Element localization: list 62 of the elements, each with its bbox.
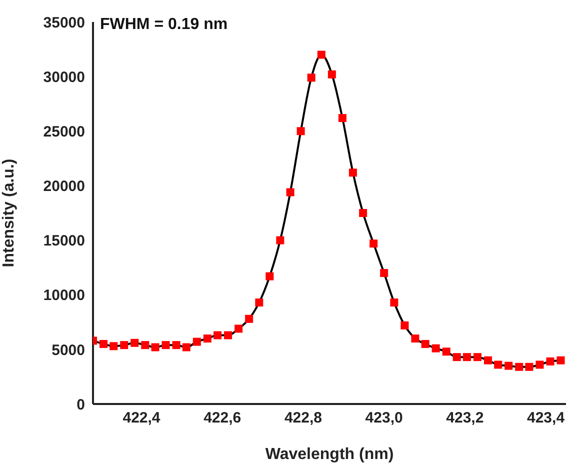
point xyxy=(317,50,326,59)
point xyxy=(328,70,336,78)
x-tick-label: 422,6 xyxy=(204,410,242,427)
point xyxy=(110,342,118,350)
x-axis-title: Wavelength (nm) xyxy=(265,446,394,463)
x-tick-label: 423,4 xyxy=(527,410,566,427)
y-axis-title: Intensity (a.u.) xyxy=(0,158,18,268)
point xyxy=(307,74,316,82)
point xyxy=(390,298,398,306)
point xyxy=(380,269,388,278)
point xyxy=(203,334,212,343)
point xyxy=(359,209,368,217)
point xyxy=(151,343,160,352)
point xyxy=(462,353,471,362)
point xyxy=(400,321,409,330)
point xyxy=(421,340,430,348)
x-tick-label: 422,4 xyxy=(122,410,161,427)
point xyxy=(130,338,139,347)
point xyxy=(556,356,565,364)
point xyxy=(473,353,482,362)
y-tick-label: 30000 xyxy=(43,68,85,86)
point xyxy=(515,362,524,371)
point xyxy=(348,168,357,177)
point xyxy=(494,360,502,369)
point xyxy=(245,314,254,323)
y-tick-label: 0 xyxy=(76,396,85,414)
point xyxy=(504,362,513,370)
point xyxy=(525,362,534,371)
point xyxy=(224,331,232,340)
point xyxy=(536,360,544,369)
point xyxy=(442,348,450,356)
point xyxy=(100,340,108,348)
point xyxy=(546,357,554,366)
point xyxy=(411,334,420,343)
y-tick-label: 25000 xyxy=(43,123,85,140)
x-tick-label: 422,8 xyxy=(284,410,322,427)
point xyxy=(266,272,274,280)
annotation: FWHM = 0.19 nm xyxy=(100,16,228,34)
point xyxy=(484,356,492,364)
point xyxy=(234,324,243,333)
point xyxy=(296,127,305,136)
y-tick-label: 5000 xyxy=(52,342,85,359)
point xyxy=(141,341,150,350)
point xyxy=(182,343,190,352)
point xyxy=(192,338,201,346)
point xyxy=(452,353,461,362)
point xyxy=(255,298,264,306)
point xyxy=(432,344,440,352)
y-tick-label: 15000 xyxy=(43,232,85,250)
y-tick-label: 35000 xyxy=(43,14,85,32)
point xyxy=(214,331,222,340)
x-tick-label: 423,0 xyxy=(365,410,403,427)
point xyxy=(172,341,180,350)
point xyxy=(276,236,284,244)
point xyxy=(120,341,128,350)
point xyxy=(338,114,346,122)
point xyxy=(286,188,294,196)
y-tick-label: 20000 xyxy=(43,178,85,196)
x-tick-label: 423,2 xyxy=(446,410,484,427)
point xyxy=(370,240,378,248)
point xyxy=(162,341,170,350)
y-tick-label: 10000 xyxy=(43,287,85,304)
